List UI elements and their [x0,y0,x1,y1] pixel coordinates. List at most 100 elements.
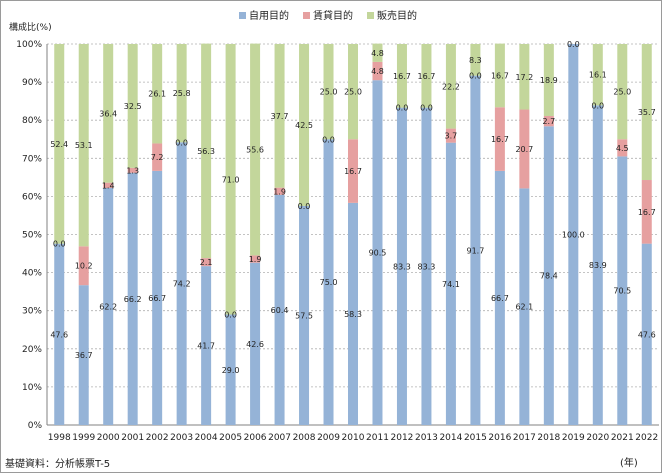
data-label: 32.5 [124,102,142,111]
x-tick-label: 2001 [121,433,144,443]
data-label: 78.4 [540,272,558,281]
data-label: 55.6 [246,146,264,155]
data-label: 66.7 [491,294,509,303]
bar-segment [519,188,530,425]
data-label: 36.7 [75,351,93,360]
bar-segment [568,44,579,425]
bar-segment [617,156,628,425]
data-label: 91.7 [466,246,484,255]
bar-segment [421,44,432,108]
data-label: 0.0 [175,138,188,147]
data-label: 1.3 [126,166,139,175]
bar-segment [617,44,628,140]
bar-segment [372,80,383,425]
x-tick-label: 2000 [97,433,120,443]
data-label: 47.6 [638,330,656,339]
bar-segment [250,262,261,425]
bar-segment [201,266,212,425]
bar-segment [543,116,554,127]
data-label: 58.3 [344,310,362,319]
data-label: 70.5 [613,287,631,296]
bar-segment [445,142,456,425]
data-label: 0.0 [591,101,604,110]
data-label: 37.7 [271,112,289,121]
y-tick-label: 40% [22,269,42,279]
bar-segment [641,44,652,181]
y-tick-label: 30% [22,307,42,317]
data-label: 0.0 [322,135,335,144]
data-label: 16.7 [418,72,436,81]
bar-segment [176,142,187,425]
data-label: 29.0 [222,366,240,375]
x-tick-label: 2011 [366,433,389,443]
y-axis-label: 構成比(%) [9,21,52,33]
x-tick-label: 2007 [268,433,291,443]
bar-segment [78,44,89,247]
data-label: 0.0 [469,72,482,81]
data-label: 42.6 [246,340,264,349]
bar-segment [470,75,481,426]
bar-segment [323,44,334,140]
bar-segment [103,182,114,189]
x-axis-unit: (年) [620,456,638,469]
source-note: 基礎資料：分析帳票T-5 [5,457,110,470]
data-label: 0.0 [420,104,433,113]
data-label: 22.2 [442,82,460,91]
data-label: 83.3 [393,262,411,271]
data-label: 74.2 [173,280,191,289]
y-tick-label: 20% [22,345,42,355]
x-tick-label: 2005 [219,433,242,443]
data-labels: 47.6 0.0 52.4 36.7 10.2 53.1 62.2 1.4 36.4 66.2 1.… [50,40,655,375]
bar-segment [372,43,383,62]
data-label: 4.8 [371,67,384,76]
bar-segment [299,44,310,206]
bar-segment [592,105,603,425]
bar-segment [274,187,285,195]
y-tick-label: 90% [22,78,42,88]
data-label: 16.7 [344,167,362,176]
x-tick-label: 2016 [488,433,511,443]
data-label: 4.8 [371,49,384,58]
y-tick-label: 10% [22,383,42,393]
bar-segment [592,44,603,106]
data-label: 16.7 [491,135,509,144]
bar-segment [54,243,65,425]
legend-label: 賃貸目的 [313,9,353,22]
x-tick-label: 2006 [244,433,267,443]
y-tick-label: 80% [22,116,42,126]
data-label: 35.7 [638,108,656,117]
data-label: 25.8 [173,89,191,98]
data-label: 16.1 [589,71,607,80]
data-label: 100.0 [562,231,585,240]
data-label: 83.3 [418,262,436,271]
data-label: 20.7 [515,145,533,154]
bar-segment [127,167,138,173]
data-label: 60.4 [271,306,289,315]
bar-segment [421,107,432,425]
bar-segment [225,44,236,315]
data-label: 53.1 [75,141,93,150]
x-tick-label: 2013 [415,433,438,443]
bar-segment [127,172,138,425]
bar-segment [225,314,236,425]
data-label: 90.5 [369,249,387,258]
data-label: 1.4 [102,181,115,190]
bar-segment [445,128,456,143]
data-label: 16.7 [491,71,509,80]
data-label: 62.2 [99,303,117,312]
bar-segment [323,139,334,425]
data-label: 0.0 [53,240,66,249]
axis-ticks: 0% 10% 20% 30% 40% 50% 60% 70% 80% 90% 100% 1998 199… [16,40,658,443]
x-tick-label: 2018 [537,433,560,443]
data-label: 0.0 [567,40,580,49]
x-tick-label: 2017 [513,433,536,443]
bar-segment [152,143,163,171]
data-label: 10.2 [75,262,93,271]
data-label: 2.1 [200,258,213,267]
bars [54,43,652,426]
data-label: 1.9 [273,187,286,196]
bar-segment [103,188,114,425]
x-tick-label: 2021 [611,433,634,443]
x-tick-label: 2003 [170,433,193,443]
bar-segment [396,44,407,108]
